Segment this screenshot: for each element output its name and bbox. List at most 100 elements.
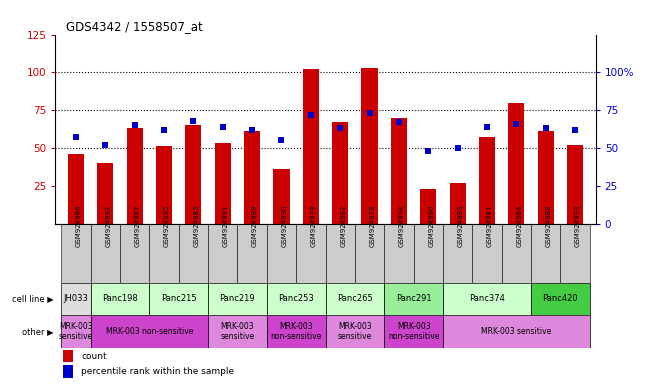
Text: other ▶: other ▶	[22, 327, 54, 336]
Bar	[208, 283, 267, 315]
Text: MRK-003
non-sensitive: MRK-003 non-sensitive	[270, 322, 322, 341]
Text: GSM924994: GSM924994	[399, 204, 405, 247]
Bar	[149, 283, 208, 315]
Bar	[479, 137, 495, 223]
Text: GSM924988: GSM924988	[546, 204, 552, 247]
Bar	[384, 283, 443, 315]
Text: Panc253: Panc253	[278, 295, 314, 303]
Point	[540, 125, 551, 131]
Point	[511, 121, 521, 127]
Point	[452, 145, 463, 151]
Bar	[61, 315, 90, 348]
Text: Panc420: Panc420	[543, 295, 578, 303]
Text: GSM924984: GSM924984	[516, 204, 522, 247]
Bar	[149, 223, 178, 283]
Text: GSM924992: GSM924992	[105, 204, 111, 247]
Text: Panc291: Panc291	[396, 295, 432, 303]
Point	[335, 125, 346, 131]
Bar	[267, 315, 326, 348]
Bar	[267, 283, 326, 315]
Text: GSM924980: GSM924980	[428, 204, 434, 247]
Bar	[332, 122, 348, 223]
Bar	[326, 283, 384, 315]
Bar	[238, 223, 267, 283]
Text: MRK-003
sensitive: MRK-003 sensitive	[220, 322, 255, 341]
Point	[394, 119, 404, 125]
Point	[159, 127, 169, 133]
Bar	[63, 365, 73, 377]
Bar	[90, 315, 208, 348]
Text: JH033: JH033	[63, 295, 89, 303]
Text: MRK-003 non-sensitive: MRK-003 non-sensitive	[105, 327, 193, 336]
Text: cell line ▶: cell line ▶	[12, 295, 54, 303]
Bar	[186, 125, 201, 223]
Bar	[502, 223, 531, 283]
Text: GSM924979: GSM924979	[311, 204, 317, 247]
Bar	[126, 128, 143, 223]
Point	[570, 127, 580, 133]
Bar	[538, 131, 554, 223]
Point	[71, 134, 81, 141]
Bar	[120, 223, 149, 283]
Text: GDS4342 / 1558507_at: GDS4342 / 1558507_at	[66, 20, 203, 33]
Point	[217, 124, 228, 130]
Text: Panc219: Panc219	[219, 295, 255, 303]
Bar	[473, 223, 502, 283]
Point	[305, 112, 316, 118]
Bar	[208, 223, 238, 283]
Bar	[273, 169, 290, 223]
Text: GSM924987: GSM924987	[135, 204, 141, 247]
Bar	[90, 283, 149, 315]
Text: GSM924990: GSM924990	[281, 204, 288, 247]
Bar	[156, 146, 172, 223]
Bar	[384, 223, 413, 283]
Point	[365, 110, 375, 116]
Text: GSM924986: GSM924986	[76, 204, 82, 247]
Text: GSM924995: GSM924995	[164, 204, 170, 247]
Bar	[361, 68, 378, 223]
Text: GSM924982: GSM924982	[340, 204, 346, 247]
Bar	[561, 223, 590, 283]
Text: Panc265: Panc265	[337, 295, 373, 303]
Point	[247, 127, 257, 133]
Bar	[61, 283, 90, 315]
Text: GSM924981: GSM924981	[487, 204, 493, 247]
Bar	[208, 315, 267, 348]
Bar	[443, 315, 590, 348]
Text: percentile rank within the sample: percentile rank within the sample	[81, 367, 234, 376]
Bar	[267, 223, 296, 283]
Bar	[413, 223, 443, 283]
Bar	[296, 223, 326, 283]
Bar	[178, 223, 208, 283]
Text: MRK-003
non-sensitive: MRK-003 non-sensitive	[388, 322, 439, 341]
Text: MRK-003
sensitive: MRK-003 sensitive	[59, 322, 93, 341]
Point	[188, 118, 199, 124]
Text: Panc215: Panc215	[161, 295, 197, 303]
Bar	[97, 163, 113, 223]
Bar	[244, 131, 260, 223]
Bar	[355, 223, 384, 283]
Bar	[450, 183, 465, 223]
Text: GSM924985: GSM924985	[193, 204, 199, 247]
Text: MRK-003
sensitive: MRK-003 sensitive	[338, 322, 372, 341]
Bar	[303, 70, 319, 223]
Text: GSM924983: GSM924983	[458, 204, 464, 247]
Text: GSM924993: GSM924993	[575, 204, 581, 247]
Text: GSM924989: GSM924989	[252, 204, 258, 247]
Bar	[508, 103, 525, 223]
Point	[276, 137, 286, 144]
Bar	[61, 223, 90, 283]
Text: GSM924991: GSM924991	[223, 204, 229, 247]
Bar	[384, 315, 443, 348]
Bar	[215, 144, 231, 223]
Bar	[567, 145, 583, 223]
Bar	[443, 223, 473, 283]
Bar	[326, 223, 355, 283]
Point	[423, 148, 434, 154]
Bar	[68, 154, 84, 223]
Text: Panc198: Panc198	[102, 295, 138, 303]
Bar	[443, 283, 531, 315]
Bar	[531, 283, 590, 315]
Point	[130, 122, 140, 128]
Point	[482, 124, 492, 130]
